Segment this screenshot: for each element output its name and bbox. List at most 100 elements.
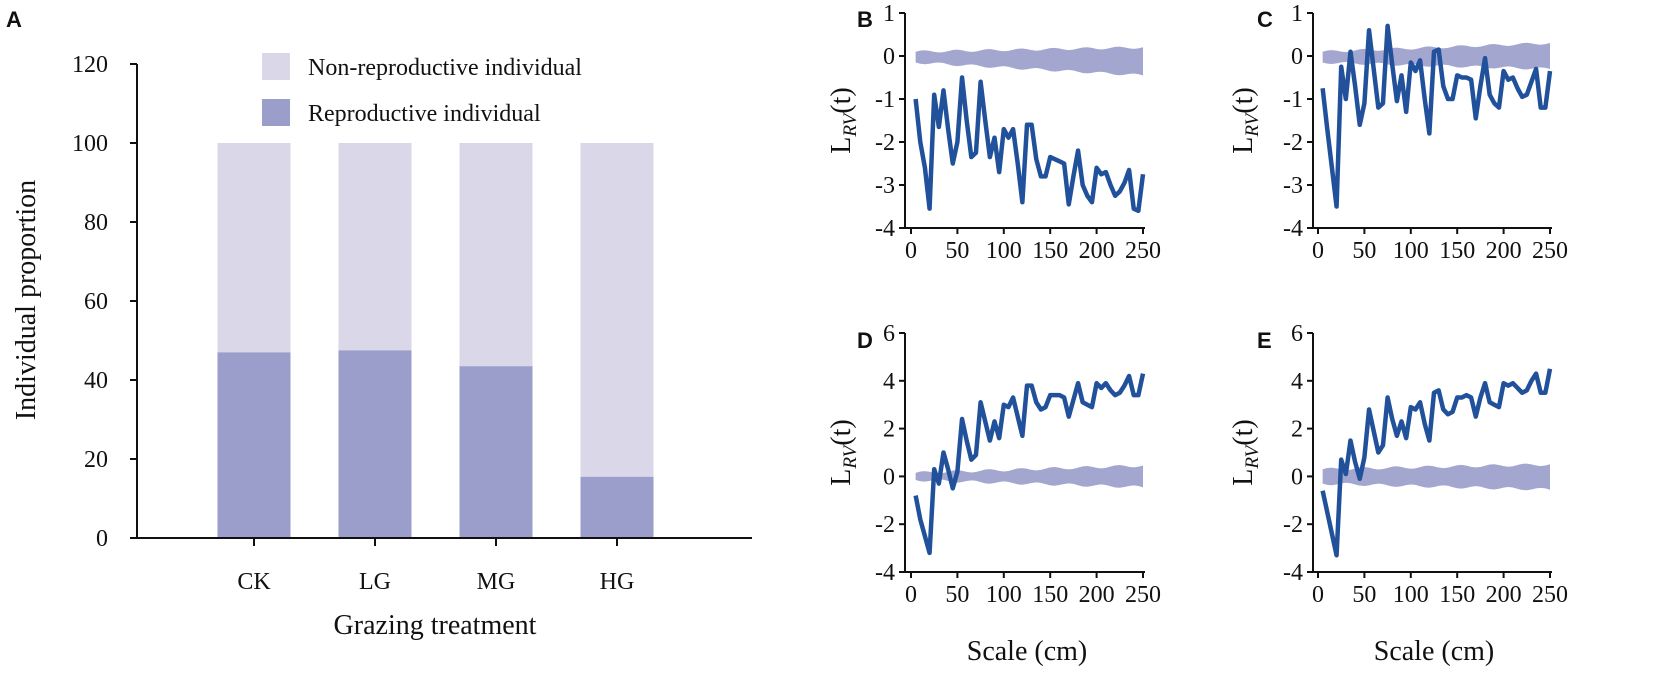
y-tick-label: 2 — [1291, 417, 1303, 443]
y-axis-title-main: L — [1228, 469, 1259, 486]
y-axis-title: Individual proportion — [11, 180, 42, 420]
x-tick-label: 250 — [1532, 582, 1568, 608]
y-tick-label: 20 — [84, 447, 108, 473]
bar-non-reproductive-mg — [459, 143, 533, 367]
y-tick-label: 0 — [1291, 44, 1303, 70]
y-tick-label: -4 — [1283, 560, 1303, 586]
bar-reproductive-ck — [217, 352, 291, 538]
y-tick-label: -4 — [1283, 216, 1303, 242]
x-tick-label: 50 — [1352, 238, 1376, 264]
y-tick-label: 2 — [883, 417, 895, 443]
legend-swatch-non-reproductive — [262, 53, 290, 80]
y-tick-label: 60 — [84, 289, 108, 315]
y-axis-title: LRV(t) — [1228, 87, 1263, 153]
panel-letter-b: B — [857, 7, 873, 32]
y-axis-title: LRV(t) — [826, 87, 861, 153]
panel-letter-a: A — [6, 7, 22, 32]
y-axis-title-tail: (t) — [826, 419, 857, 445]
bar-non-reproductive-hg — [580, 143, 654, 477]
y-axis-title-tail: (t) — [826, 87, 857, 113]
y-axis-title: LRV(t) — [826, 419, 861, 485]
y-axis-title-subscript: RV — [840, 111, 861, 137]
y-tick-label: 0 — [883, 464, 895, 490]
bar-reproductive-hg — [580, 476, 654, 538]
x-tick-label: 0 — [905, 582, 917, 608]
y-axis-title-subscript: RV — [840, 443, 861, 469]
y-axis-title-main: L — [1228, 137, 1259, 154]
x-axis-title: Scale (cm) — [967, 636, 1088, 667]
y-tick-label: -2 — [1283, 512, 1303, 538]
y-axis-title-main: L — [826, 137, 857, 154]
panel-letter-d: D — [857, 328, 873, 353]
confidence-envelope — [915, 46, 1143, 76]
y-axis-title-subscript: RV — [1242, 443, 1263, 469]
data-line — [913, 75, 1146, 214]
line-chart-panel-e: -4 -2 0 2 4 6 0 50 100 150 200 250 LRV(t) Scale (cm) — [1228, 321, 1568, 667]
legend-label-non-reproductive: Non-reproductive individual — [308, 55, 582, 81]
y-axis-title: LRV(t) — [1228, 419, 1263, 485]
y-tick-label: -2 — [875, 130, 895, 156]
x-axis-title: Scale (cm) — [1374, 636, 1495, 667]
bar-reproductive-mg — [459, 366, 533, 538]
x-tick-label: 50 — [945, 238, 969, 264]
x-tick-label: 100 — [986, 582, 1022, 608]
x-tick-label: 50 — [1352, 582, 1376, 608]
x-tick-label: 0 — [1312, 238, 1324, 264]
y-tick-label: 0 — [1291, 464, 1303, 490]
x-tick-label: 200 — [1079, 238, 1115, 264]
x-tick-label: 100 — [986, 238, 1022, 264]
confidence-envelope — [1322, 463, 1550, 491]
y-tick-label: -4 — [875, 216, 895, 242]
line-chart-panel-b: -4 -3 -2 -1 0 1 0 50 100 150 200 250 LRV(t) — [826, 1, 1161, 264]
x-tick-label: LG — [359, 569, 391, 595]
y-tick-label: -2 — [1283, 130, 1303, 156]
y-tick-label: 100 — [72, 131, 108, 157]
y-tick-label: -3 — [1283, 173, 1303, 199]
data-line — [1320, 23, 1553, 209]
x-tick-label: MG — [477, 569, 516, 595]
y-axis-title-tail: (t) — [1228, 419, 1259, 445]
y-tick-label: 80 — [84, 210, 108, 236]
panel-letter-e: E — [1257, 328, 1272, 353]
x-tick-label: 150 — [1439, 238, 1475, 264]
x-axis-title: Grazing treatment — [334, 610, 537, 641]
legend-swatch-reproductive — [262, 99, 290, 126]
y-tick-label: 0 — [96, 526, 108, 552]
y-tick-label: 0 — [883, 44, 895, 70]
bar-reproductive-lg — [338, 350, 412, 538]
x-tick-label: CK — [237, 569, 271, 595]
data-line — [913, 373, 1146, 556]
y-tick-label: 40 — [84, 368, 108, 394]
y-tick-label: 4 — [883, 369, 895, 395]
panel-letter-c: C — [1257, 7, 1273, 32]
confidence-envelope — [915, 465, 1143, 488]
x-tick-label: 250 — [1125, 582, 1161, 608]
y-tick-label: -3 — [875, 173, 895, 199]
x-tick-label: 250 — [1532, 238, 1568, 264]
x-tick-label: 200 — [1079, 582, 1115, 608]
y-tick-label: 6 — [1291, 321, 1303, 347]
x-tick-label: 100 — [1393, 582, 1429, 608]
y-tick-label: 1 — [883, 1, 895, 27]
bar-chart-panel-a: CK LG MG HG 0 20 40 60 80 100 120 Grazing treatment… — [11, 52, 752, 641]
data-line — [1320, 368, 1553, 558]
x-tick-label: 150 — [1032, 238, 1068, 264]
x-tick-label: 150 — [1439, 582, 1475, 608]
line-chart-panel-d: -4 -2 0 2 4 6 0 50 100 150 200 250 LRV(t) Scale (cm) — [826, 321, 1161, 667]
confidence-envelope — [1322, 42, 1550, 70]
x-tick-label: 250 — [1125, 238, 1161, 264]
x-tick-label: 0 — [905, 238, 917, 264]
bar-non-reproductive-ck — [217, 143, 291, 353]
y-tick-label: -1 — [875, 87, 895, 113]
y-axis-title-subscript: RV — [1242, 111, 1263, 137]
x-tick-label: 200 — [1486, 238, 1522, 264]
x-tick-label: 0 — [1312, 582, 1324, 608]
y-tick-label: -4 — [875, 560, 895, 586]
y-tick-label: -2 — [875, 512, 895, 538]
y-tick-label: 6 — [883, 321, 895, 347]
y-tick-label: 120 — [72, 52, 108, 78]
y-axis-title-main: L — [826, 469, 857, 486]
x-tick-label: 200 — [1486, 582, 1522, 608]
x-tick-label: 50 — [945, 582, 969, 608]
